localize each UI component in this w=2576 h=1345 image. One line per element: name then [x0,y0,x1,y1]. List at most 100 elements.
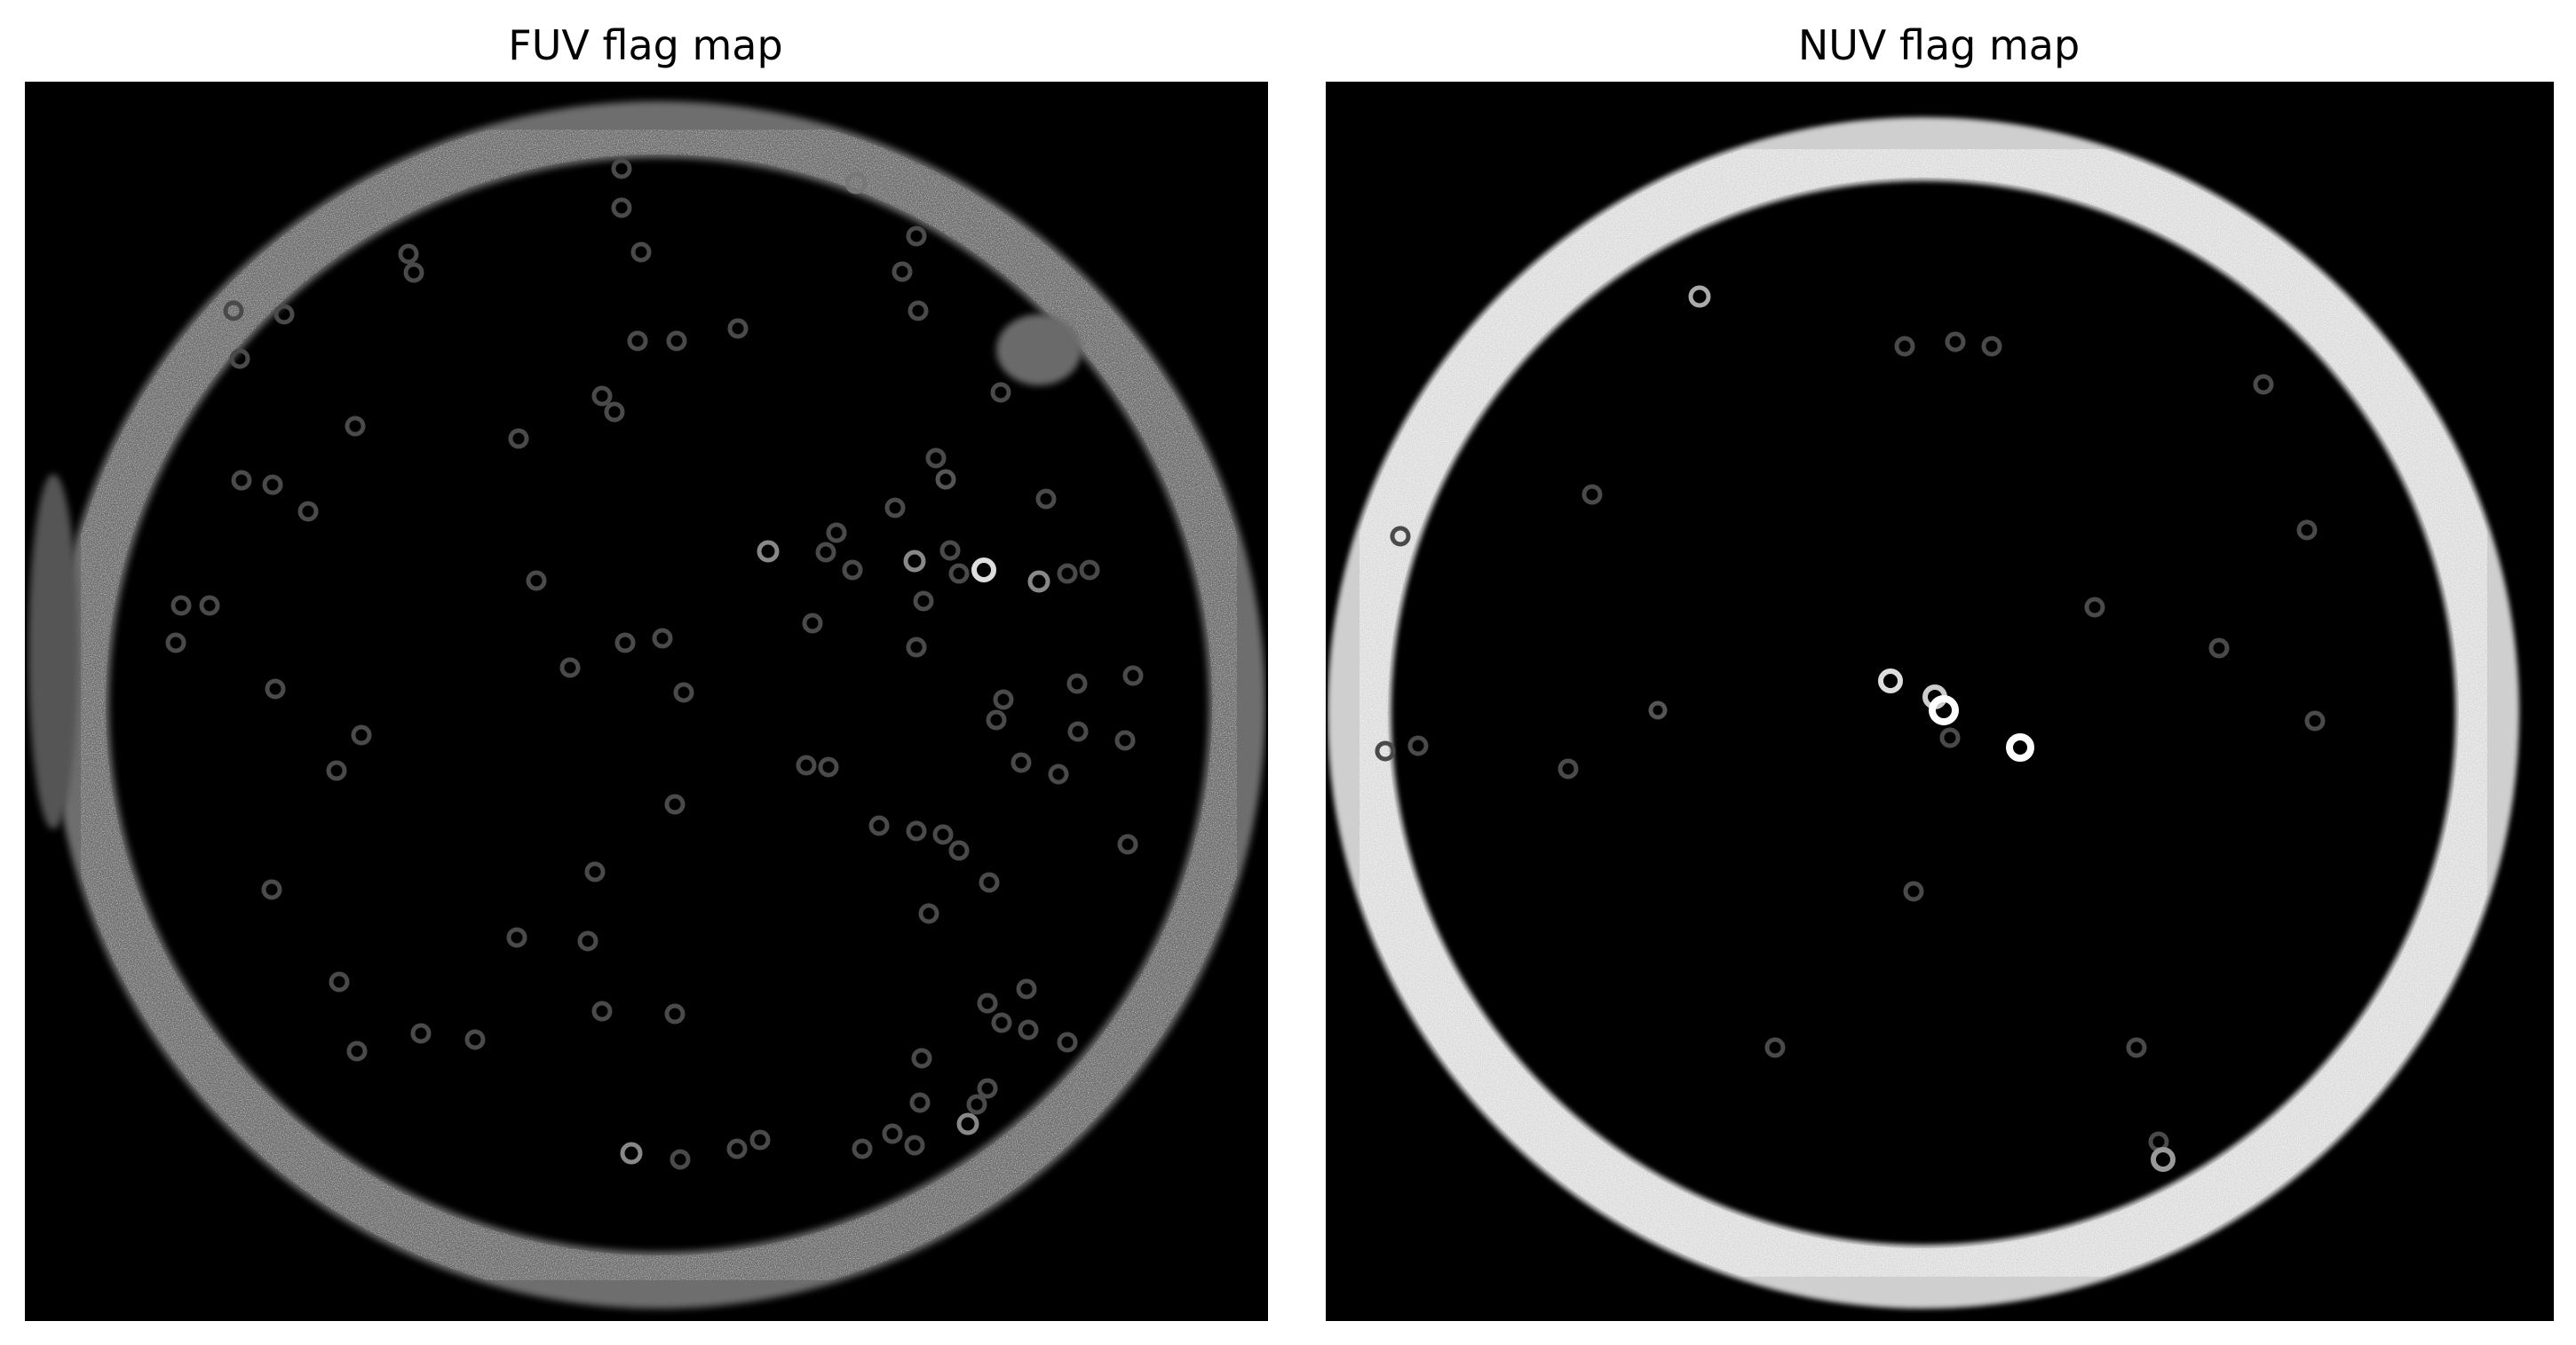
fuv-spot [1048,763,1069,785]
fuv-spot [918,903,939,924]
fuv-spot [591,385,613,407]
fuv-spot [993,689,1014,710]
fuv-spot [346,1040,368,1062]
fuv-flag-map-image [25,82,1268,1321]
fuv-spot [1011,752,1032,773]
nuv-spot [1981,336,2002,357]
fuv-spot [844,171,868,194]
fuv-spot [757,540,780,563]
fuv-spot [506,927,527,948]
fuv-spot [223,300,244,321]
nuv-spot [2208,637,2230,659]
fuv-spot [1079,559,1100,581]
nuv-spot [1407,735,1429,756]
fuv-spot [326,760,347,781]
fuv-spot [1018,1019,1039,1040]
fuv-spot [826,522,847,543]
nuv-spot [2006,733,2034,762]
fuv-spot [273,304,295,325]
fuv-spot [948,563,970,584]
fuv-spot [614,632,636,653]
fuv-spot [231,470,252,491]
nuv-spot [2296,519,2318,541]
nuv-detector-ring [1328,117,2519,1309]
fuv-spot [1122,665,1144,686]
fuv-spot [971,558,996,582]
nuv-spot [2126,1037,2147,1058]
fuv-spot [1067,721,1089,742]
fuv-spot [991,1012,1012,1033]
fuv-spot [948,840,970,861]
fuv-panel-title: FUV flag map [508,21,783,69]
fuv-spot [1057,1032,1078,1053]
fuv-spot [170,595,192,616]
nuv-spot [1390,526,1411,547]
fuv-spots [165,158,1144,1170]
fuv-spot [265,678,286,700]
fuv-spot [842,559,863,581]
fuv-spot [935,469,956,490]
fuv-spot [903,550,926,573]
nuv-spot [1903,881,1924,902]
fuv-spot [591,1001,613,1022]
fuv-spot [627,330,648,352]
fuv-spot [796,755,817,776]
fuv-spot [977,1078,998,1099]
fuv-spot [868,815,890,836]
nuv-spot [1375,740,1396,762]
fuv-spot [906,637,927,658]
fuv-spot [620,1142,643,1165]
fuv-spot [1057,563,1078,584]
fuv-spot [604,401,625,423]
fuv-spot [526,570,547,591]
fuv-spot [977,993,998,1014]
fuv-spot [1117,834,1138,855]
fuv-spot [464,1029,486,1050]
nuv-spots [1375,285,2326,1172]
nuv-spot [1894,336,1915,357]
fuv-spot [908,300,929,321]
fuv-spot [1027,570,1050,593]
fuv-spot [979,872,1000,893]
fuv-spot [410,1023,432,1044]
fuv-spot [818,756,839,778]
fuv-flag-map-svg [27,83,1266,1319]
nuv-spot [1939,727,1961,748]
fuv-spot [911,1048,932,1069]
nuv-spot [2253,374,2274,395]
fuv-spot [727,318,749,339]
fuv-spot [852,1138,873,1159]
fuv-spot [664,1003,686,1025]
fuv-spot [925,447,947,469]
fuv-spot [611,158,632,179]
nuv-spot [1945,331,1966,352]
fuv-spot [165,632,186,653]
nuv-spot [1929,695,1959,725]
fuv-spot [906,820,927,842]
fuv-spot [749,1129,771,1151]
fuv-spot [403,262,424,283]
fuv-spot [1114,730,1136,751]
nuv-spot [1557,758,1579,779]
fuv-spot [815,542,836,563]
fuv-spot [559,657,581,678]
fuv-spot [666,330,687,352]
fuv-spot [913,590,934,612]
fuv-spot [1016,978,1037,1000]
fuv-spot [584,861,606,882]
nuv-spot [1878,669,1903,693]
fuv-spot [261,879,282,900]
fuv-spot [904,1135,925,1156]
fuv-spot [577,930,598,952]
fuv-spot [351,724,372,746]
fuv-spot [329,971,350,993]
fuv-spot [986,709,1007,731]
nuv-spot [1688,285,1711,308]
fuv-spot [229,348,250,369]
fuv-spot [652,628,673,649]
fuv-spot [956,1112,979,1135]
nuv-flag-map-svg [1328,83,2552,1319]
fuv-spot [1066,673,1088,694]
fuv-spot [909,1092,931,1113]
nuv-spot [1581,484,1603,505]
